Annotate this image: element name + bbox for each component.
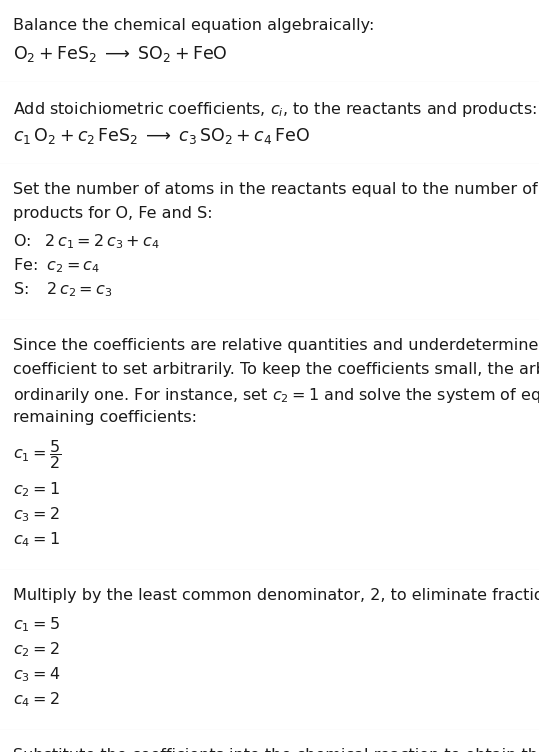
- Text: Set the number of atoms in the reactants equal to the number of atoms in the: Set the number of atoms in the reactants…: [13, 182, 539, 197]
- Text: Since the coefficients are relative quantities and underdetermined, choose a: Since the coefficients are relative quan…: [13, 338, 539, 353]
- Text: Fe: $\;c_2 = c_4$: Fe: $\;c_2 = c_4$: [13, 256, 100, 274]
- Text: $c_1 = \dfrac{5}{2}$: $c_1 = \dfrac{5}{2}$: [13, 438, 61, 471]
- Text: O: $\;\;2\,c_1 = 2\,c_3 + c_4$: O: $\;\;2\,c_1 = 2\,c_3 + c_4$: [13, 232, 160, 250]
- Text: Multiply by the least common denominator, 2, to eliminate fractional coefficient: Multiply by the least common denominator…: [13, 588, 539, 603]
- Text: Balance the chemical equation algebraically:: Balance the chemical equation algebraica…: [13, 18, 375, 33]
- Text: $c_3 = 2$: $c_3 = 2$: [13, 505, 59, 523]
- Text: $c_2 = 1$: $c_2 = 1$: [13, 480, 60, 499]
- Text: coefficient to set arbitrarily. To keep the coefficients small, the arbitrary va: coefficient to set arbitrarily. To keep …: [13, 362, 539, 377]
- Text: remaining coefficients:: remaining coefficients:: [13, 410, 197, 425]
- Text: Add stoichiometric coefficients, $c_i$, to the reactants and products:: Add stoichiometric coefficients, $c_i$, …: [13, 100, 537, 119]
- Text: Substitute the coefficients into the chemical reaction to obtain the balanced: Substitute the coefficients into the che…: [13, 748, 539, 752]
- Text: S: $\;\;\;2\,c_2 = c_3$: S: $\;\;\;2\,c_2 = c_3$: [13, 280, 112, 299]
- Text: $c_1 = 5$: $c_1 = 5$: [13, 615, 60, 634]
- Text: products for O, Fe and S:: products for O, Fe and S:: [13, 206, 212, 221]
- Text: $c_2 = 2$: $c_2 = 2$: [13, 640, 59, 659]
- Text: $c_4 = 2$: $c_4 = 2$: [13, 690, 59, 708]
- Text: ordinarily one. For instance, set $c_2 = 1$ and solve the system of equations fo: ordinarily one. For instance, set $c_2 =…: [13, 386, 539, 405]
- Text: $c_4 = 1$: $c_4 = 1$: [13, 530, 60, 549]
- Text: $\mathrm{O_2 + FeS_2 \;\longrightarrow\; SO_2 + FeO}$: $\mathrm{O_2 + FeS_2 \;\longrightarrow\;…: [13, 44, 227, 64]
- Text: $c_3 = 4$: $c_3 = 4$: [13, 665, 60, 684]
- Text: $c_1\,\mathrm{O_2} + c_2\,\mathrm{FeS_2} \;\longrightarrow\; c_3\,\mathrm{SO_2} : $c_1\,\mathrm{O_2} + c_2\,\mathrm{FeS_2}…: [13, 126, 310, 146]
